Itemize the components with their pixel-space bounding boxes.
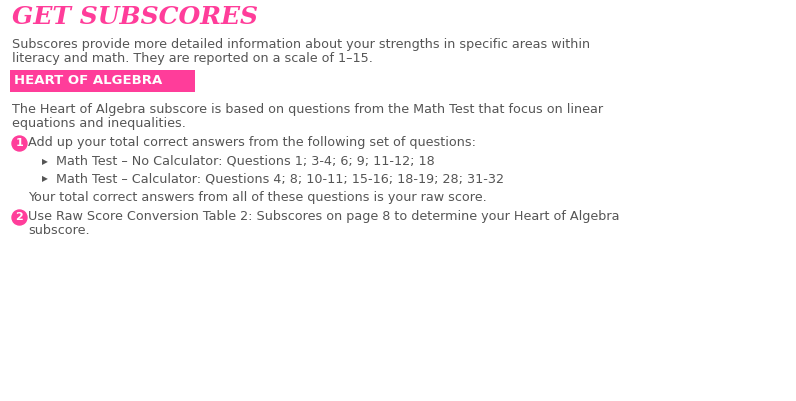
Circle shape [12,210,27,225]
Text: equations and inequalities.: equations and inequalities. [12,117,186,130]
Text: Math Test – No Calculator: Questions 1; 3-4; 6; 9; 11-12; 18: Math Test – No Calculator: Questions 1; … [56,155,435,168]
Text: Subscores provide more detailed information about your strengths in specific are: Subscores provide more detailed informat… [12,38,590,51]
Circle shape [12,136,27,151]
Text: Math Test – Calculator: Questions 4; 8; 10-11; 15-16; 18-19; 28; 31-32: Math Test – Calculator: Questions 4; 8; … [56,172,504,185]
FancyBboxPatch shape [10,70,195,92]
Text: Use Raw Score Conversion Table 2: Subscores on page 8 to determine your Heart of: Use Raw Score Conversion Table 2: Subsco… [28,210,619,223]
Text: GET SUBSCORES: GET SUBSCORES [12,5,258,29]
Text: 2: 2 [16,213,23,223]
Text: ▶: ▶ [42,174,48,183]
Text: ▶: ▶ [42,157,48,166]
Text: literacy and math. They are reported on a scale of 1–15.: literacy and math. They are reported on … [12,52,373,65]
Text: Add up your total correct answers from the following set of questions:: Add up your total correct answers from t… [28,136,476,149]
Text: Your total correct answers from all of these questions is your raw score.: Your total correct answers from all of t… [28,191,486,204]
Text: HEART OF ALGEBRA: HEART OF ALGEBRA [14,75,162,87]
Text: The Heart of Algebra subscore is based on questions from the Math Test that focu: The Heart of Algebra subscore is based o… [12,103,603,116]
Text: subscore.: subscore. [28,224,90,237]
Text: 1: 1 [16,138,23,148]
